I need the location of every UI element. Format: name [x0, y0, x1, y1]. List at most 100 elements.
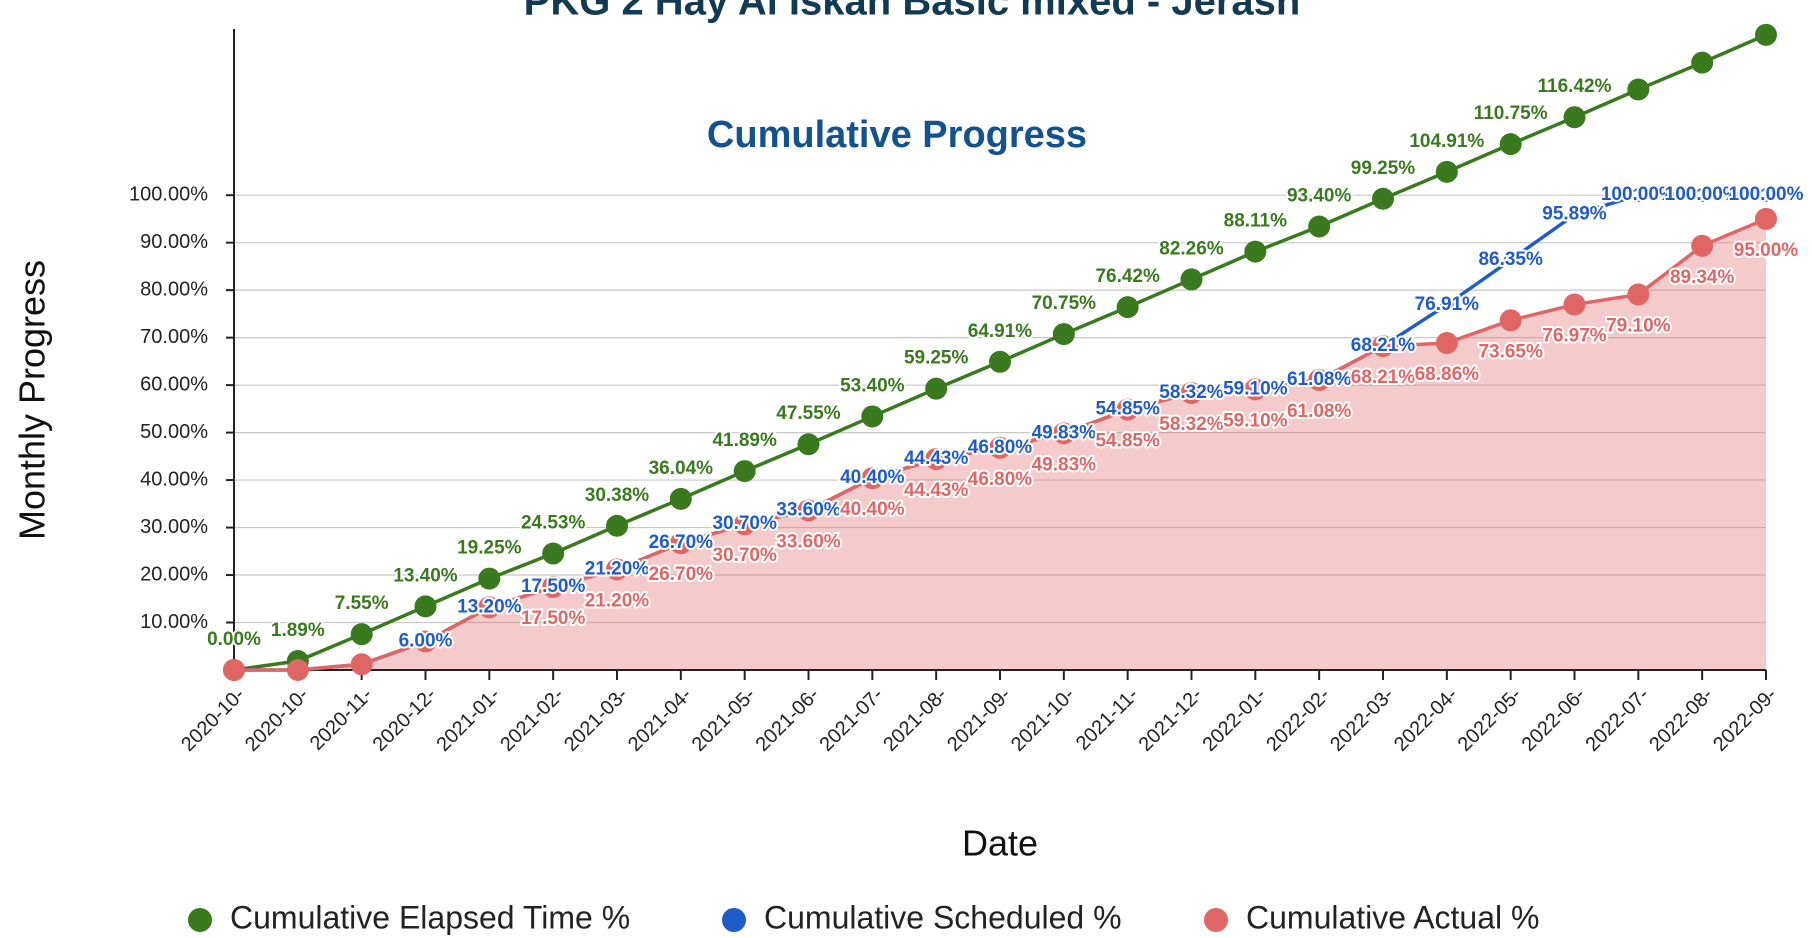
point: [478, 567, 501, 590]
data-label: 30.70%: [712, 513, 777, 534]
data-label: 47.55%: [776, 403, 841, 424]
point: [223, 659, 245, 681]
data-label: 93.40%: [1287, 186, 1352, 207]
data-label: 100.00%: [1728, 184, 1803, 205]
chart-subtitle: Cumulative Progress: [707, 114, 1087, 156]
point: [733, 513, 756, 536]
x-tick-label: 2022-03-: [1326, 684, 1398, 756]
x-tick-label: 2022-05-: [1454, 684, 1526, 756]
x-tick-label: 2020-11-: [306, 684, 377, 755]
point: [606, 514, 628, 537]
legend: Cumulative Elapsed Time % Cumulative Sche…: [188, 899, 1539, 935]
data-label: 44.43%: [904, 448, 969, 469]
y-tick-label: 70.00%: [140, 326, 208, 348]
point: [1116, 398, 1139, 421]
point: [1631, 188, 1646, 202]
point: [542, 575, 565, 598]
data-label: 100.00%: [1665, 184, 1740, 205]
data-label: 49.83%: [1032, 422, 1097, 443]
data-label: 58.32%: [1159, 414, 1224, 435]
data-label: 1.89%: [271, 620, 325, 641]
lines: [223, 23, 1777, 681]
x-tick-label: 2022-01-: [1198, 684, 1270, 756]
x-tick-label: 2021-02-: [496, 684, 568, 756]
data-label: 46.80%: [968, 437, 1033, 458]
data-label: 41.89%: [712, 430, 777, 451]
data-label: 49.83%: [1032, 454, 1097, 475]
data-label: 21.20%: [585, 558, 650, 579]
data-label: 59.25%: [904, 348, 969, 369]
data-labels: 0.00% 1.89% 7.55%13.40% 19.25% 24.53% 30.38% 3…: [205, 74, 1806, 653]
data-label: 13.40%: [393, 565, 458, 586]
point: [1627, 78, 1650, 101]
data-label: 86.35%: [1478, 249, 1543, 270]
areas: [234, 218, 1766, 671]
data-label: 54.85%: [1095, 431, 1160, 452]
point: [1372, 187, 1394, 210]
data-label: 95.89%: [1542, 204, 1607, 225]
x-tick-label: 2020-12-: [369, 684, 441, 756]
data-label: 44.43%: [904, 480, 969, 501]
point: [1759, 188, 1773, 202]
point: [1116, 296, 1139, 319]
data-label: 61.08%: [1287, 401, 1352, 422]
x-tick-label: 2022-02-: [1262, 684, 1334, 756]
data-label: 17.50%: [521, 576, 586, 597]
point: [1180, 382, 1203, 405]
data-label: 40.40%: [840, 467, 905, 488]
point: [1244, 240, 1267, 263]
point: [606, 558, 628, 581]
data-label: 46.80%: [968, 469, 1033, 490]
x-tick-label: 2022-07-: [1581, 684, 1653, 756]
data-label: 76.97%: [1542, 326, 1607, 347]
point: [1435, 332, 1458, 355]
legend-marker: [1204, 908, 1228, 932]
point: [669, 487, 692, 510]
point: [989, 350, 1011, 373]
point: [286, 659, 309, 681]
point: [1372, 335, 1394, 358]
point: [669, 532, 692, 555]
legend-marker: [188, 908, 212, 932]
data-label: 89.34%: [1670, 267, 1735, 288]
x-tick-label: 2020-10-: [177, 684, 249, 756]
area: [234, 218, 1766, 671]
data-label: 73.65%: [1478, 341, 1543, 362]
point: [350, 653, 373, 676]
data-label: 24.53%: [521, 513, 586, 534]
data-label: 36.04%: [649, 458, 714, 479]
point: [1435, 160, 1458, 183]
legend-label: Cumulative Scheduled %: [764, 899, 1122, 935]
x-tick-label: 2021-03-: [560, 684, 632, 756]
y-tick-label: 60.00%: [140, 373, 208, 395]
chart-title: PKG 2 Hay Al Iskan Basic mixed - Jerash: [524, 0, 1301, 24]
data-label: 79.10%: [1606, 315, 1671, 336]
x-tick-label: 2022-08-: [1645, 684, 1717, 756]
point: [1627, 283, 1650, 306]
point: [925, 448, 948, 471]
x-tick-label: 2022-09-: [1709, 684, 1781, 756]
point: [1691, 51, 1714, 74]
x-tick-label: 2022-06-: [1518, 684, 1590, 756]
data-label: 54.85%: [1095, 399, 1160, 420]
point: [925, 377, 948, 400]
point: [989, 436, 1011, 459]
data-label: 61.08%: [1287, 369, 1352, 390]
data-label: 58.32%: [1159, 382, 1224, 403]
y-tick-label: 40.00%: [140, 468, 208, 490]
data-label: 99.25%: [1351, 158, 1416, 179]
point: [861, 467, 884, 490]
point: [1440, 298, 1454, 312]
data-label: 104.91%: [1409, 131, 1484, 152]
data-label: 26.70%: [649, 564, 714, 585]
data-label: 76.42%: [1095, 266, 1160, 287]
x-axis-title: Date: [962, 823, 1038, 864]
x-tick-label: 2021-06-: [752, 684, 824, 756]
data-label: 110.75%: [1474, 103, 1548, 124]
data-label: 17.50%: [521, 608, 586, 629]
y-tick-label: 80.00%: [140, 278, 208, 300]
x-tick-label: 2020-10-: [241, 684, 313, 756]
data-label: 30.70%: [712, 545, 777, 566]
x-tick-label: 2021-07-: [815, 684, 887, 756]
